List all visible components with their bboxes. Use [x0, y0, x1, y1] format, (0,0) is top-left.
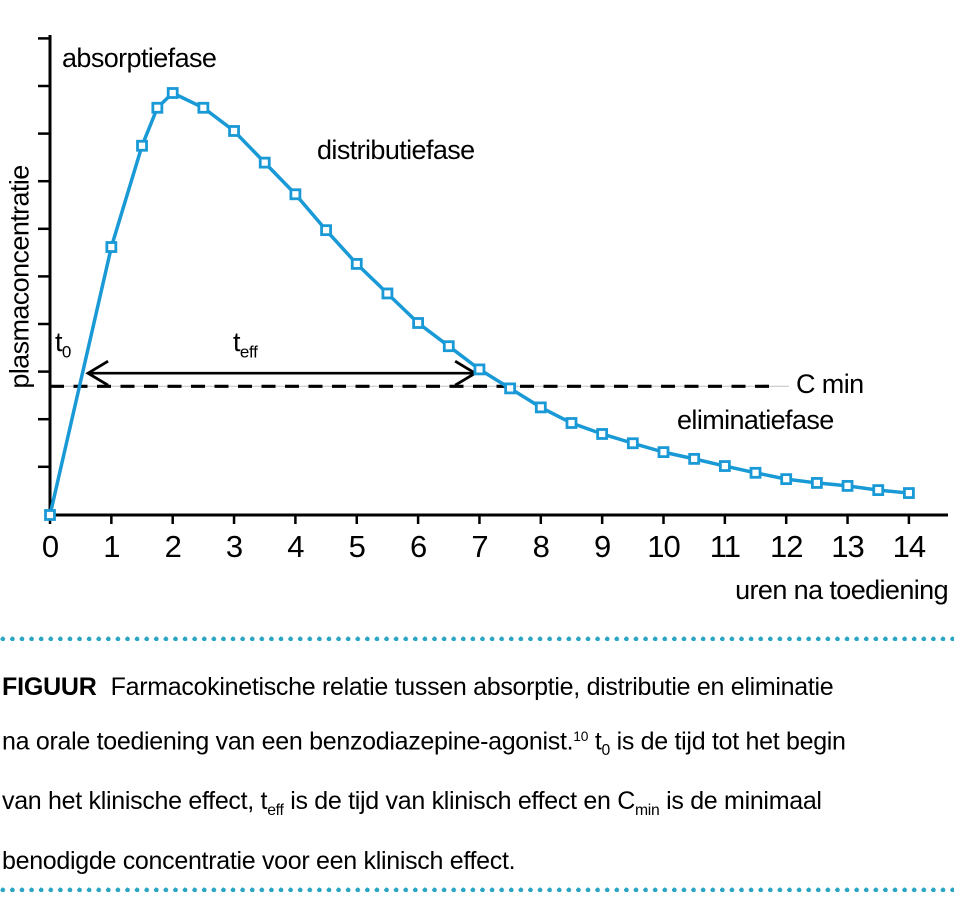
x-tick-label: 3 [226, 529, 242, 564]
data-point-marker [151, 101, 164, 114]
caption-line-4: benodigde concentratie voor een klinisch… [2, 836, 952, 886]
c-min-label: C min [796, 369, 864, 399]
data-point-marker [565, 417, 578, 429]
caption-line-1: FIGUUR Farmacokinetische relatie tussen a… [2, 662, 952, 712]
caption-line-2-text-end: is de tijd tot het begin [609, 727, 846, 756]
caption-line-3: van het klinische effect, teff is de tij… [2, 776, 952, 836]
t0-subscript: 0 [61, 342, 72, 362]
x-tick-label: 9 [594, 529, 610, 564]
caption-teff-subscript: eff [267, 802, 284, 820]
data-point-marker [903, 487, 915, 499]
concentration-curve [48, 91, 910, 516]
caption-line-3-text: van het klinische effect, t [2, 787, 268, 816]
footnote-reference: 10 [573, 729, 589, 744]
data-point-marker [841, 479, 854, 492]
caption-line-4-text: benodigde concentratie voor een klinisch… [2, 847, 516, 876]
t0-base: t [55, 327, 62, 357]
data-point-marker [657, 446, 670, 459]
data-point-marker [473, 363, 486, 376]
x-tick-label: 13 [831, 529, 863, 564]
chart-area: 0 1 2 3 4 5 6 7 8 9 10 11 12 13 14 plasmaconcentratie … [4, 35, 949, 605]
teff-base: t [233, 327, 240, 357]
data-point-marker [504, 382, 517, 395]
data-point-marker [810, 477, 823, 489]
data-point-marker [166, 87, 179, 99]
x-tick-label: 10 [647, 529, 680, 564]
data-point-marker [258, 156, 271, 169]
t-eff-arrowhead-left [85, 360, 109, 387]
x-tick-label: 7 [471, 529, 487, 564]
separator-dotted-line-bottom [0, 887, 954, 893]
caption-line-3-text-end: is de minimaal [659, 787, 822, 816]
caption-line-3-text-mid: is de tijd van klinisch effect en C [283, 787, 635, 816]
teff-label: teff [233, 327, 258, 362]
figure-caption: FIGUUR Farmacokinetische relatie tussen a… [2, 662, 952, 886]
data-point-marker [320, 224, 332, 237]
distribution-phase-label: distributiefase [317, 135, 475, 165]
data-point-marker [596, 428, 609, 440]
data-point-marker [228, 125, 240, 137]
x-axis-title: uren na toediening [735, 575, 948, 605]
data-point-marker [289, 188, 302, 201]
data-point-marker [44, 509, 56, 521]
x-tick-label: 0 [42, 529, 59, 564]
y-axis-label: plasmaconcentratie [4, 165, 35, 389]
caption-heading: FIGUUR [2, 673, 97, 701]
x-tick-label: 11 [710, 529, 740, 564]
data-point-marker [442, 340, 455, 353]
pk-chart-canvas: 0 1 2 3 4 5 6 7 8 9 10 11 12 13 14 [38, 35, 948, 564]
caption-line-2-text: na orale toediening van een benzodiazepi… [2, 727, 574, 756]
data-point-marker [381, 287, 394, 300]
x-tick-label: 6 [410, 529, 426, 564]
data-point-marker [780, 473, 793, 486]
caption-line-1-text: Farmacokinetische relatie tussen absorpt… [110, 673, 834, 701]
x-tick-label: 1 [103, 529, 119, 564]
x-tick-label: 8 [533, 529, 549, 564]
data-point-marker [350, 258, 363, 270]
teff-subscript: eff [239, 342, 258, 362]
data-point-marker [105, 241, 118, 253]
caption-t0-base: t [588, 727, 602, 756]
caption-line-2: na orale toediening van een benzodiazepi… [2, 712, 952, 776]
x-tick-label: 12 [770, 529, 802, 564]
data-point-marker [718, 460, 731, 472]
data-point-marker [688, 452, 701, 465]
data-point-marker [626, 437, 639, 450]
x-tick-label: 2 [165, 529, 181, 564]
data-point-marker [872, 484, 885, 497]
data-point-marker [412, 317, 425, 329]
t0-label: t0 [55, 327, 72, 362]
data-point-marker [749, 466, 762, 479]
elimination-phase-label: eliminatiefase [677, 405, 834, 435]
caption-cmin-subscript: min [634, 802, 660, 820]
data-point-marker [534, 401, 547, 414]
data-point-marker [136, 139, 148, 152]
separator-dotted-line-top [0, 636, 954, 642]
absorption-phase-label: absorptiefase [62, 43, 217, 73]
x-tick-label: 5 [349, 529, 365, 564]
x-tick-label: 4 [287, 529, 304, 564]
data-point-marker [197, 101, 210, 114]
x-tick-label: 14 [893, 529, 926, 564]
caption-t0-subscript: 0 [601, 742, 610, 760]
